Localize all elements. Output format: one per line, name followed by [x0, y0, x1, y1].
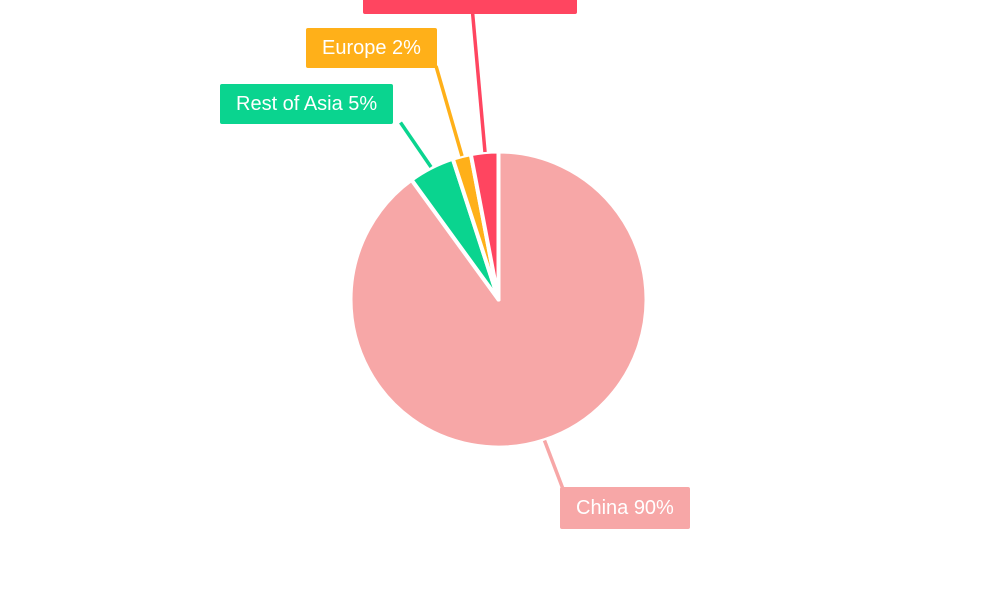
- label-box-unlabeled-slice: [363, 0, 577, 14]
- label-box-china: China 90%: [560, 487, 690, 529]
- label-line-unlabeled: [470, 11, 487, 153]
- label-line-rest-of-asia: [399, 121, 433, 168]
- label-line-china: [542, 439, 565, 490]
- label-box-rest-of-asia: Rest of Asia 5%: [220, 84, 394, 124]
- label-box-europe: Europe 2%: [306, 28, 437, 68]
- pie-slice-unlabeled[interactable]: [468, 149, 501, 302]
- label-line-europe: [434, 65, 464, 157]
